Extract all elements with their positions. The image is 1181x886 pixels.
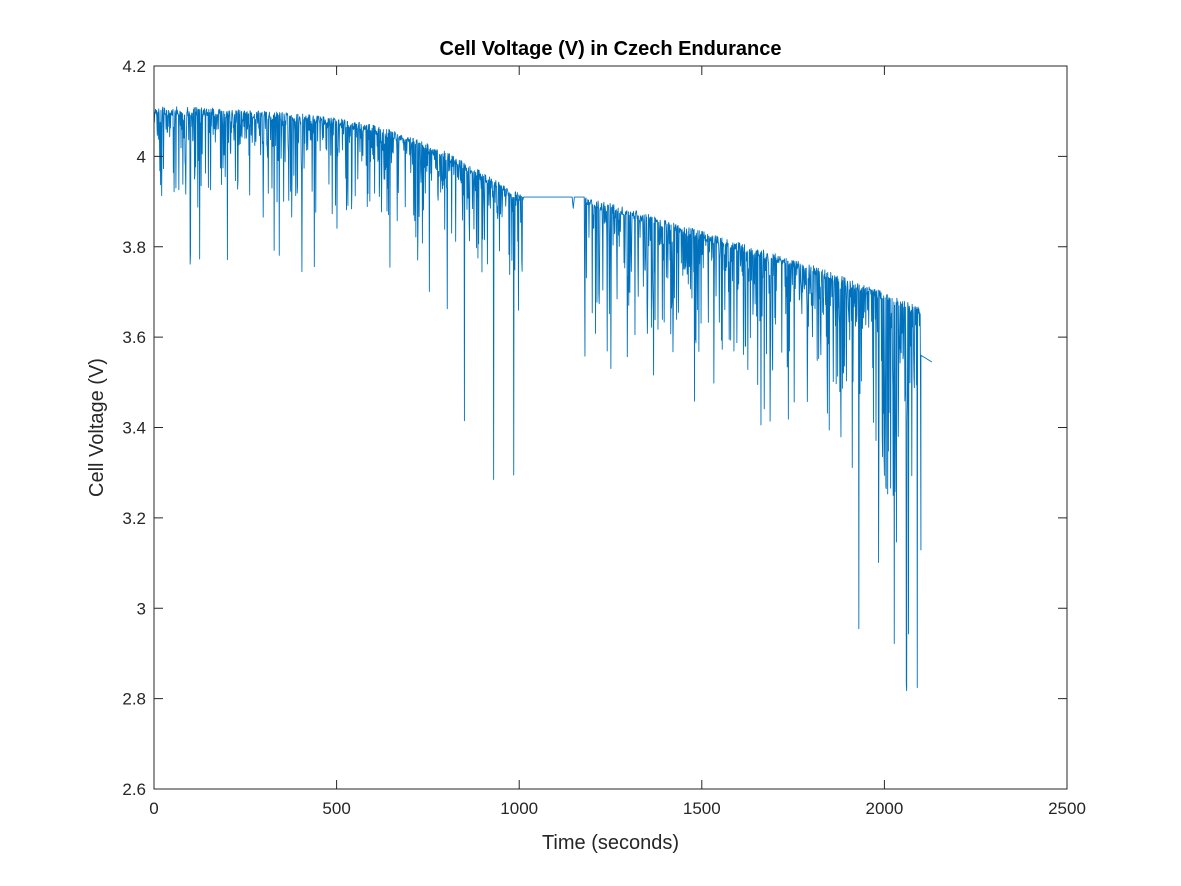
x-tick-label: 0 (149, 799, 158, 818)
y-tick-label: 3.6 (122, 328, 146, 347)
x-tick-label: 500 (322, 799, 350, 818)
x-tick-label: 1500 (683, 799, 721, 818)
series-layer (153, 106, 933, 692)
x-tick-label: 2000 (865, 799, 903, 818)
y-tick-label: 4 (137, 147, 146, 166)
y-tick-label: 2.8 (122, 690, 146, 709)
y-tick-label: 3.8 (122, 238, 146, 257)
x-tick-label: 2500 (1048, 799, 1086, 818)
y-tick-label: 2.6 (122, 780, 146, 799)
chart-title: Cell Voltage (V) in Czech Endurance (440, 38, 782, 60)
x-axis-label: Time (seconds) (542, 832, 679, 854)
y-tick-label: 3.2 (122, 509, 146, 528)
y-axis-label: Cell Voltage (V) (86, 358, 108, 497)
x-tick-label: 1000 (500, 799, 538, 818)
axes-layer: 0 500 1000 1500 2000 2500 2.6 2.8 3 3.2 3.4 3.6 3.8 4… (122, 57, 1086, 818)
y-tick-label: 3.4 (122, 419, 146, 438)
plot-area (154, 66, 1067, 789)
voltage-series-line (153, 106, 933, 692)
y-tick-label: 3 (137, 599, 146, 618)
y-tick-label: 4.2 (122, 57, 146, 76)
